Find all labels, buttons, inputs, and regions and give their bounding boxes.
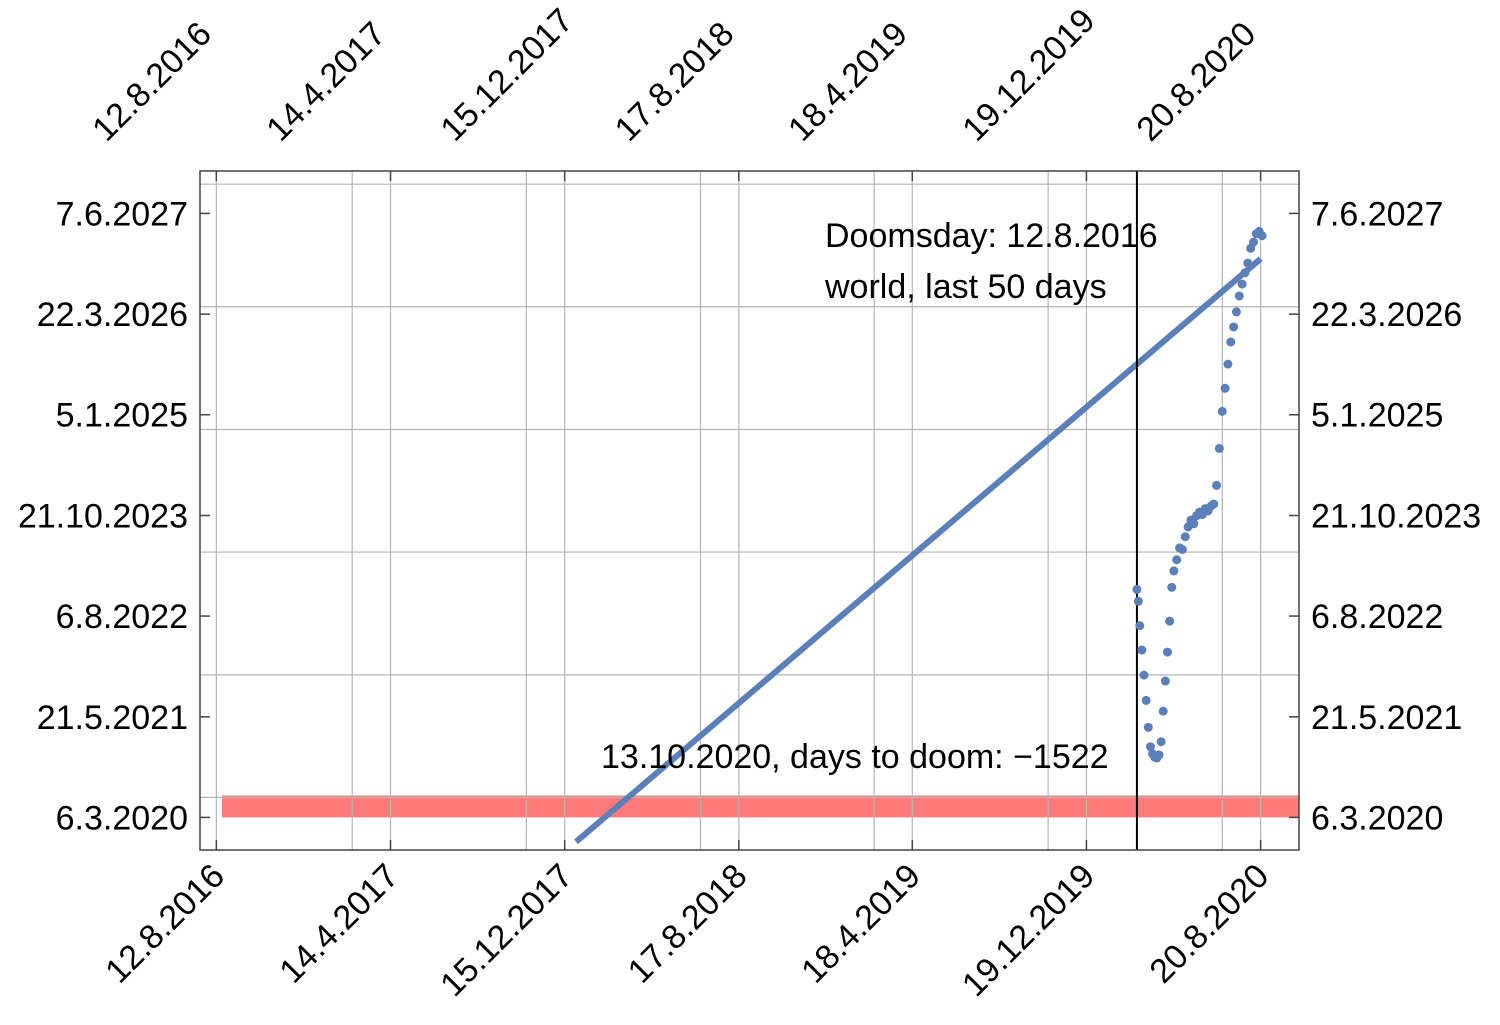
data-points-layer — [1132, 226, 1267, 763]
region-annotation: world, last 50 days — [824, 268, 1107, 306]
plot-frame — [199, 170, 1300, 851]
x-tick-label-top: 20.8.2020 — [1129, 15, 1263, 149]
highlight-band — [222, 795, 1299, 818]
data-point — [1257, 231, 1267, 241]
doomsday-annotation: Doomsday: 12.8.2016 — [825, 217, 1158, 255]
x-tick-label-top: 19.12.2019 — [955, 1, 1102, 148]
data-point — [1137, 645, 1147, 655]
data-point — [1133, 596, 1143, 606]
y-tick-label-left: 7.6.2027 — [56, 195, 188, 233]
data-point — [1143, 722, 1153, 732]
data-point — [1169, 566, 1179, 576]
x-tick-label-bottom: 12.8.2016 — [98, 857, 232, 991]
data-point — [1145, 742, 1155, 752]
data-point — [1240, 268, 1250, 278]
tick-labels-layer: 12.8.201612.8.201614.4.201714.4.201715.1… — [18, 1, 1481, 1004]
x-tick-label-bottom: 15.12.2017 — [433, 857, 580, 1004]
data-point — [1220, 383, 1230, 393]
data-point — [1162, 647, 1172, 657]
y-tick-label-left: 22.3.2026 — [37, 296, 188, 334]
data-point — [1223, 359, 1233, 369]
data-point — [1177, 544, 1187, 554]
y-tick-label-right: 22.3.2026 — [1311, 296, 1462, 334]
data-point — [1229, 322, 1239, 332]
y-tick-label-left: 5.1.2025 — [56, 397, 188, 435]
y-tick-label-left: 6.8.2022 — [56, 598, 188, 636]
days-to-doom-annotation: 13.10.2020, days to doom: −1522 — [601, 738, 1109, 776]
data-point — [1160, 676, 1170, 686]
x-tick-label-top: 18.4.2019 — [781, 15, 915, 149]
y-tick-label-left: 21.5.2021 — [37, 699, 188, 737]
y-tick-label-right: 21.10.2023 — [1311, 498, 1481, 536]
x-tick-label-top: 15.12.2017 — [433, 1, 580, 148]
y-tick-label-right: 21.5.2021 — [1311, 699, 1462, 737]
data-point — [1217, 406, 1227, 416]
data-point — [1209, 499, 1219, 509]
data-point — [1243, 258, 1253, 268]
x-tick-label-bottom: 20.8.2020 — [1142, 857, 1276, 991]
y-tick-label-left: 21.10.2023 — [18, 498, 188, 536]
data-point — [1234, 291, 1244, 301]
data-point — [1132, 584, 1142, 594]
x-tick-label-top: 17.8.2018 — [608, 15, 742, 149]
data-point — [1156, 737, 1166, 747]
x-tick-label-top: 14.4.2017 — [259, 15, 393, 149]
y-tick-label-right: 6.8.2022 — [1311, 598, 1443, 636]
data-point — [1214, 443, 1224, 453]
trend-line-layer — [574, 256, 1263, 845]
tick-marks-layer — [200, 171, 1299, 850]
grid-layer — [200, 171, 1299, 850]
data-point — [1189, 519, 1199, 529]
data-point — [1212, 480, 1222, 490]
trend-line — [574, 256, 1263, 845]
data-point — [1141, 695, 1151, 705]
y-tick-label-left: 6.3.2020 — [56, 799, 188, 837]
x-tick-label-bottom: 19.12.2019 — [955, 857, 1102, 1004]
data-point — [1139, 670, 1149, 680]
data-point — [1249, 237, 1259, 247]
x-tick-label-bottom: 17.8.2018 — [621, 857, 755, 991]
x-tick-label-bottom: 18.4.2019 — [794, 857, 928, 991]
y-tick-label-right: 6.3.2020 — [1311, 799, 1443, 837]
y-tick-label-right: 5.1.2025 — [1311, 397, 1443, 435]
x-tick-label-top: 12.8.2016 — [85, 15, 219, 149]
data-point — [1226, 337, 1236, 347]
data-point — [1135, 621, 1145, 631]
data-point — [1165, 616, 1175, 626]
data-point — [1237, 279, 1247, 289]
y-tick-label-right: 7.6.2027 — [1311, 195, 1443, 233]
data-point — [1172, 555, 1182, 565]
x-tick-label-bottom: 14.4.2017 — [272, 857, 406, 991]
data-point — [1154, 750, 1164, 760]
data-point — [1180, 532, 1190, 542]
data-point — [1167, 582, 1177, 592]
highlight-band-layer — [222, 795, 1299, 818]
data-point — [1158, 706, 1168, 716]
data-point — [1231, 307, 1241, 317]
